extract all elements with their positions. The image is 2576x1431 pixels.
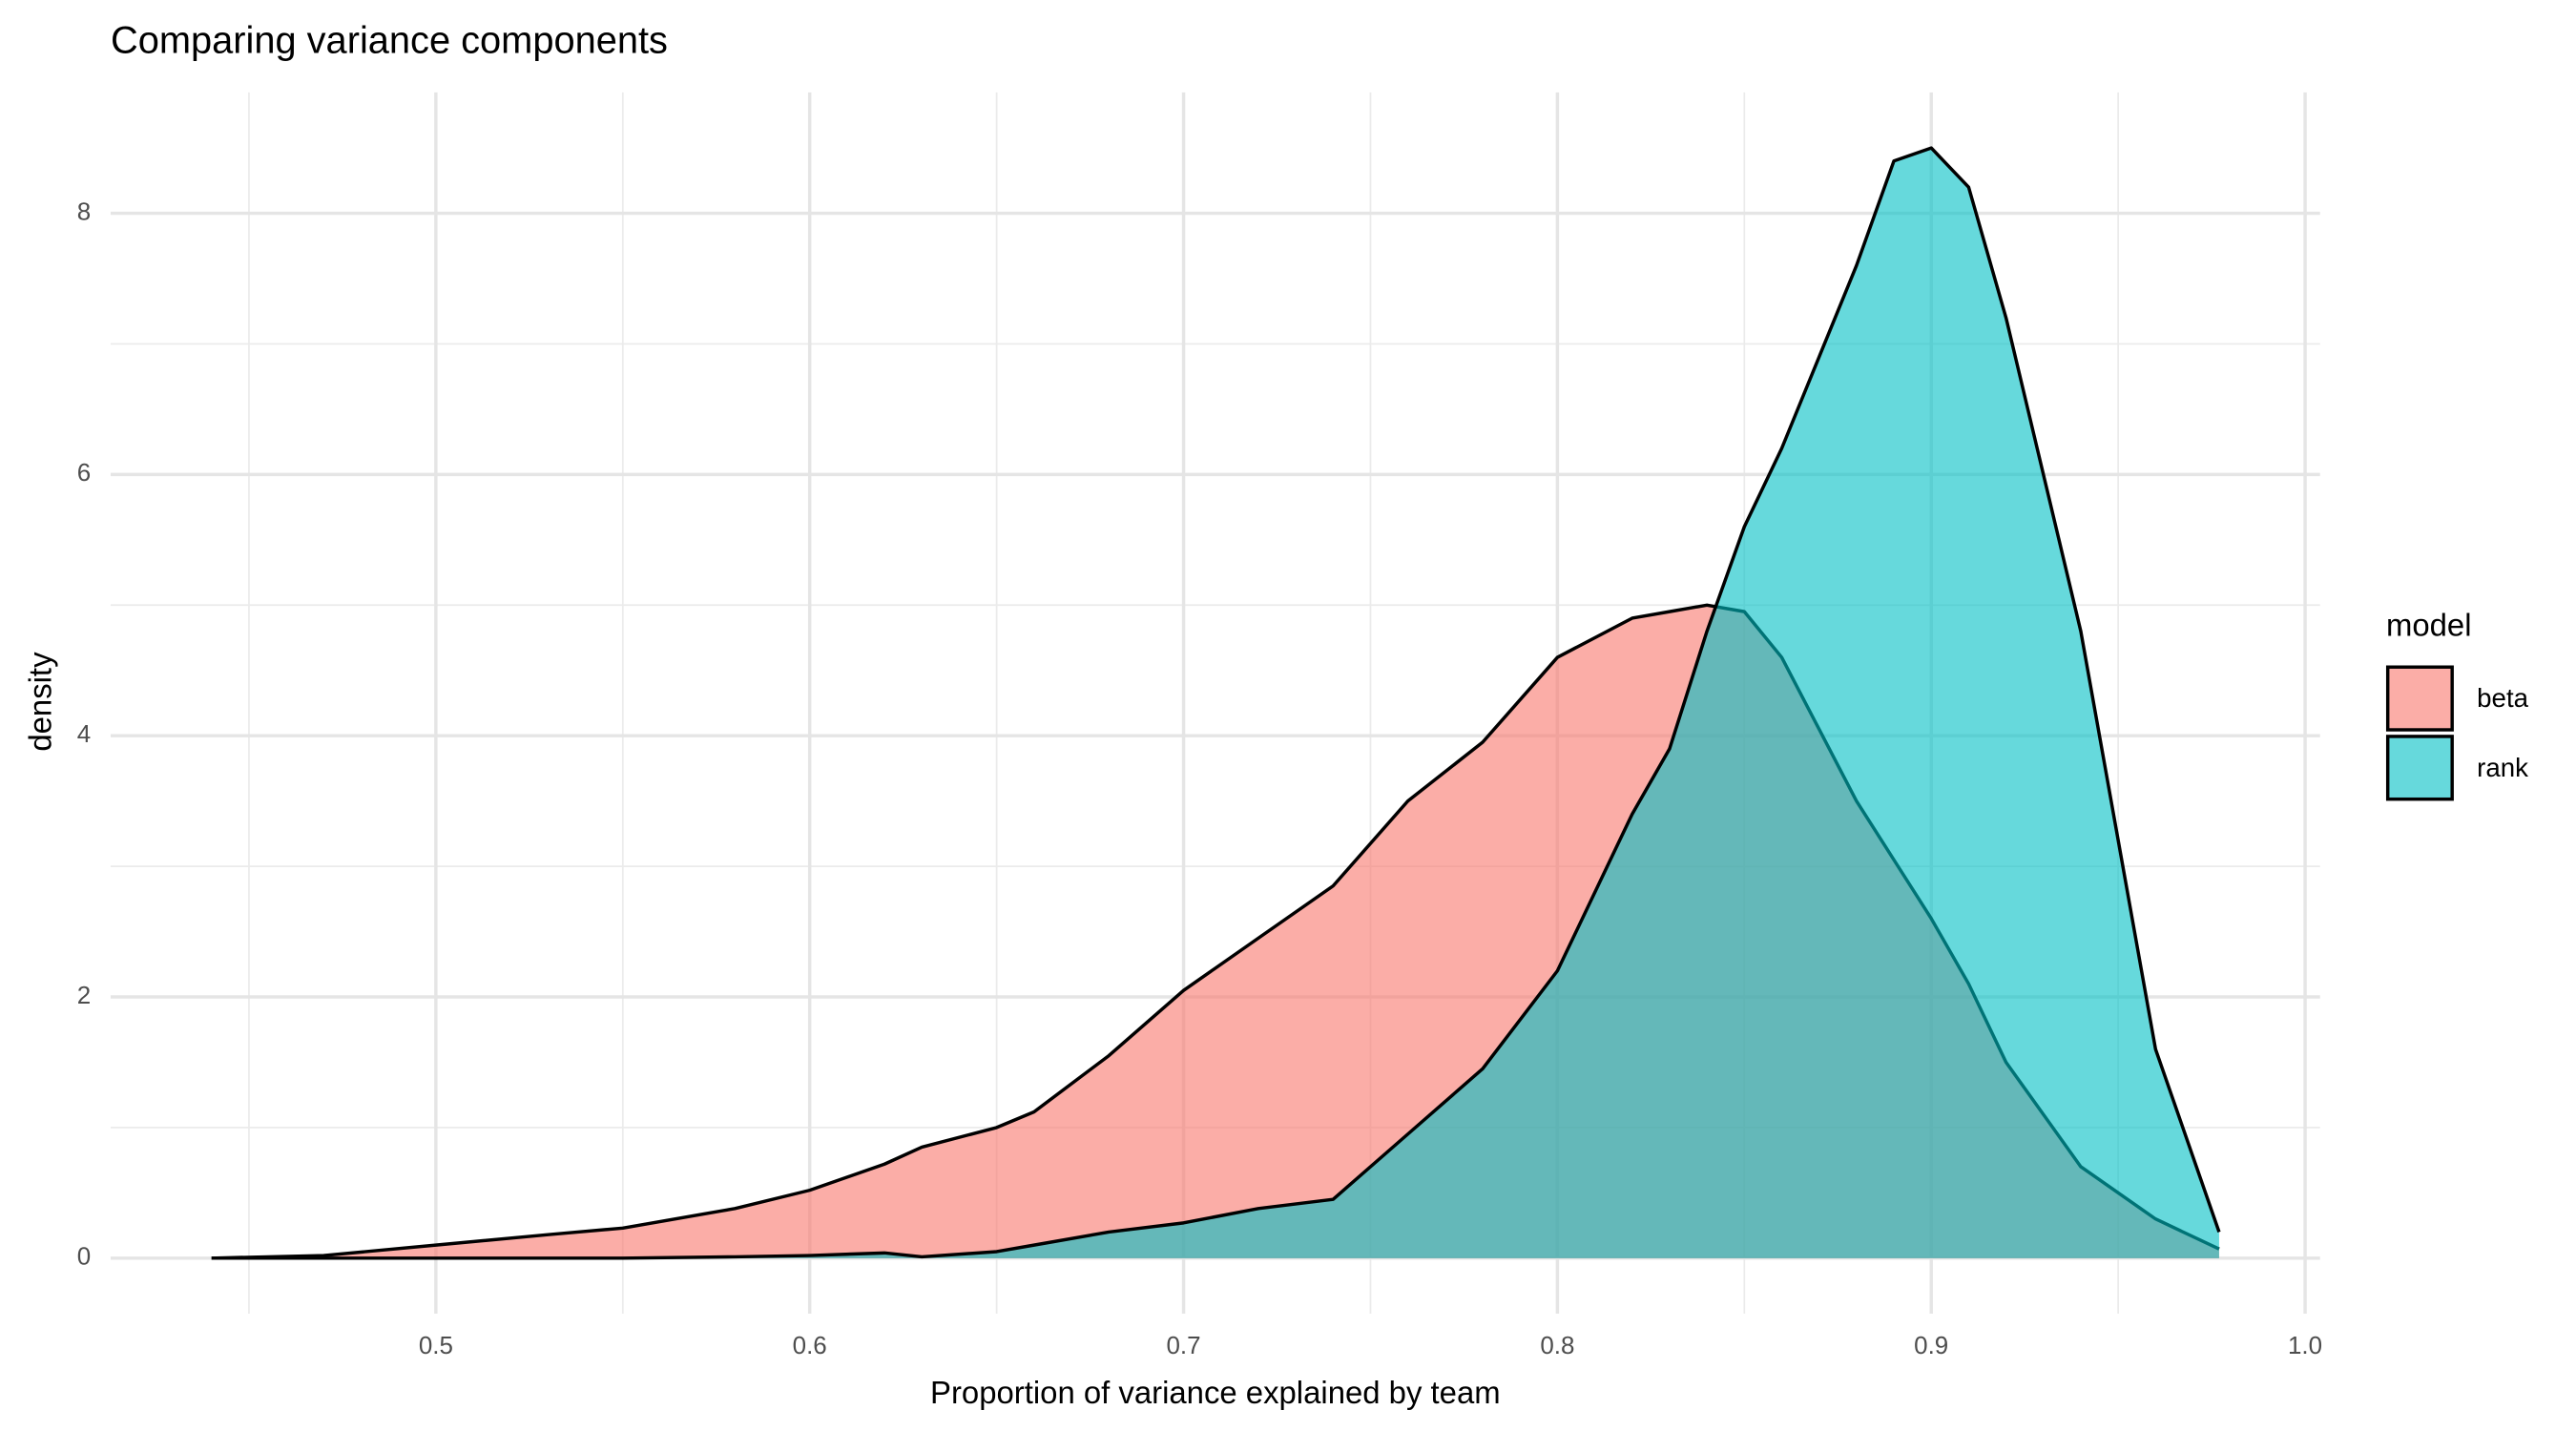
y-tick-label: 0 [77, 1242, 91, 1271]
density-area [211, 148, 2219, 1258]
x-tick-label: 0.7 [1166, 1331, 1200, 1359]
legend-key [2385, 735, 2454, 801]
x-tick-label: 0.8 [1540, 1331, 1574, 1359]
y-tick-label: 4 [77, 719, 91, 748]
legend-title: model [2386, 607, 2472, 642]
legend-key [2385, 665, 2454, 732]
x-tick-label: 0.6 [793, 1331, 827, 1359]
y-tick-label: 6 [77, 458, 91, 487]
y-tick-label: 2 [77, 981, 91, 1009]
legend-label: rank [2477, 753, 2528, 782]
chart-title: Comparing variance components [111, 20, 668, 62]
y-tick-label: 8 [77, 197, 91, 225]
x-tick-label: 1.0 [2288, 1331, 2322, 1359]
x-tick-label: 0.5 [419, 1331, 453, 1359]
density-line [211, 146, 2221, 1260]
legend-label: beta [2477, 683, 2528, 713]
x-axis-title: Proportion of variance explained by team [930, 1375, 1501, 1410]
x-tick-label: 0.9 [1914, 1331, 1948, 1359]
y-axis-title: density [23, 652, 58, 752]
